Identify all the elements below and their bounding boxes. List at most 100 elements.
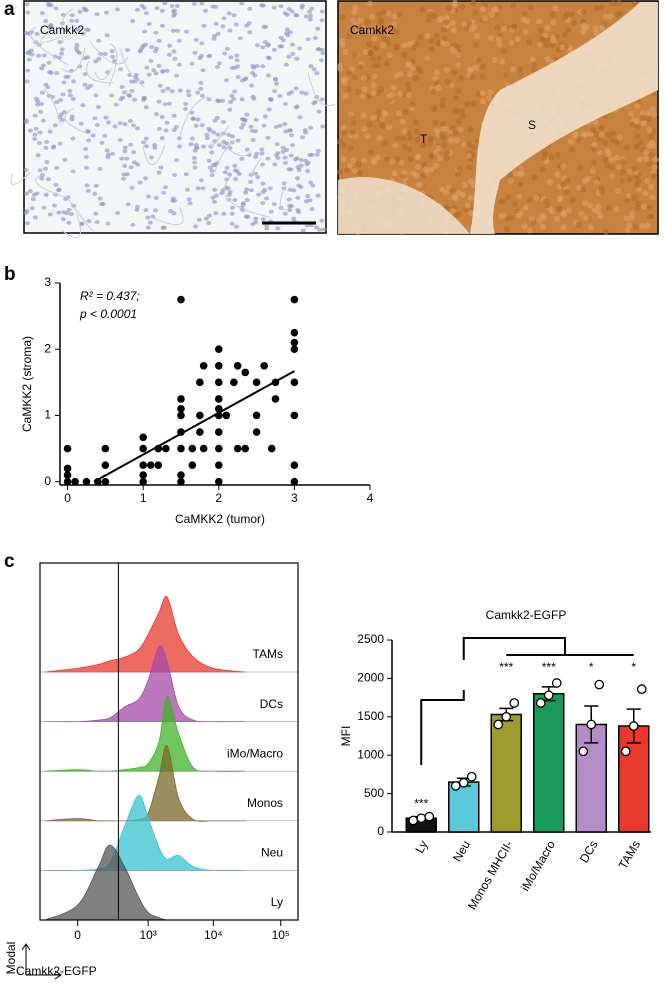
cell <box>381 140 388 147</box>
nucleus <box>40 90 46 95</box>
cell <box>355 161 362 168</box>
replicate <box>620 746 631 757</box>
cell <box>619 177 626 184</box>
nucleus <box>243 76 249 81</box>
nucleus <box>44 140 50 145</box>
point <box>241 444 250 453</box>
cell <box>609 164 616 171</box>
nucleus <box>211 199 217 204</box>
nucleus <box>30 197 36 202</box>
fiber <box>61 47 86 73</box>
nucleus <box>170 28 176 33</box>
cell <box>439 121 446 128</box>
bar <box>448 781 480 833</box>
nucleus <box>176 38 182 43</box>
nucleus <box>206 158 212 163</box>
cell <box>598 188 605 195</box>
nucleus <box>56 210 62 215</box>
nucleus <box>99 140 105 145</box>
nucleus <box>308 180 314 185</box>
cell <box>639 222 646 229</box>
nucleus <box>283 129 289 134</box>
nucleus <box>222 170 228 175</box>
nucleus <box>280 145 286 150</box>
nucleus <box>249 83 255 88</box>
nucleus <box>261 123 267 128</box>
point <box>63 471 72 479</box>
nucleus <box>52 123 58 128</box>
nucleus <box>268 209 274 214</box>
cell <box>374 28 381 35</box>
nucleus <box>160 69 166 74</box>
nucleus <box>267 186 273 191</box>
nucleus <box>259 3 265 8</box>
x-tick-label: 3 <box>291 491 298 505</box>
nucleus <box>113 102 119 107</box>
cell <box>633 143 640 150</box>
nucleus <box>254 64 260 69</box>
nucleus <box>131 160 137 165</box>
cell <box>598 131 605 138</box>
cell <box>649 106 656 113</box>
nucleus <box>209 168 215 173</box>
cell <box>608 156 615 163</box>
nucleus <box>222 51 228 56</box>
legend-label: iMo/Macro <box>227 746 283 760</box>
cell <box>569 11 576 18</box>
nucleus <box>310 183 316 188</box>
nucleus <box>309 206 315 211</box>
nucleus <box>165 86 171 91</box>
cell <box>407 135 414 142</box>
cell <box>498 198 505 205</box>
bar <box>490 713 522 833</box>
cell <box>564 177 571 184</box>
cell <box>424 55 431 62</box>
cell <box>454 108 461 115</box>
nucleus <box>244 147 250 152</box>
cell <box>364 133 371 140</box>
cell <box>651 111 658 118</box>
nucleus <box>102 51 108 56</box>
cell <box>537 27 544 34</box>
nucleus <box>288 153 294 158</box>
nucleus <box>94 122 100 127</box>
cell <box>505 194 512 201</box>
nucleus <box>74 43 80 48</box>
cell <box>346 33 353 40</box>
replicate <box>493 719 504 730</box>
nucleus <box>214 115 220 120</box>
cell <box>470 100 477 107</box>
nucleus <box>159 136 165 141</box>
cell <box>341 124 348 131</box>
nucleus <box>156 38 162 43</box>
nucleus <box>110 151 116 156</box>
nucleus <box>262 40 268 45</box>
point <box>260 361 268 370</box>
cell <box>543 198 550 205</box>
cell <box>570 20 577 27</box>
nucleus <box>234 58 240 63</box>
cell <box>457 126 464 133</box>
replicate <box>408 815 419 826</box>
cell <box>593 131 600 138</box>
nucleus <box>145 215 151 220</box>
cell <box>370 82 377 89</box>
replicate <box>501 711 512 722</box>
nucleus <box>229 205 235 210</box>
nucleus <box>305 37 311 42</box>
cell <box>470 144 477 151</box>
nucleus <box>37 168 43 173</box>
cell <box>451 2 458 9</box>
nucleus <box>240 122 246 127</box>
cell <box>590 159 597 166</box>
nucleus <box>172 56 178 61</box>
nucleus <box>307 17 313 22</box>
fiber <box>179 96 208 136</box>
nucleus <box>273 125 279 130</box>
cell <box>620 158 627 165</box>
nucleus <box>199 123 205 128</box>
x-axis-label: CaMKK2 (tumor) <box>175 512 265 526</box>
cell <box>507 171 514 178</box>
cell <box>567 138 574 145</box>
fiber <box>120 48 145 88</box>
